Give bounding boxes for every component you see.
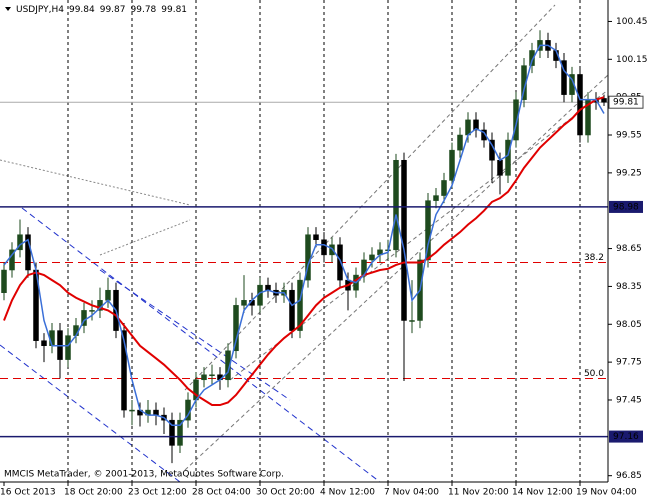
x-tick-label: 19 Nov 04:00 [576, 488, 637, 498]
y-tick-label: 98.05 [616, 320, 642, 330]
candle-body [433, 195, 439, 201]
candle-body [297, 279, 303, 331]
candle-body [473, 119, 479, 131]
y-tick-label: 98.35 [616, 282, 642, 292]
y-tick-label: 98.65 [616, 244, 642, 254]
candle-body [497, 159, 503, 176]
candle-body [369, 254, 375, 261]
candle-body [409, 320, 415, 322]
header-open: 99.84 [69, 5, 95, 15]
moving-average [3, 44, 605, 426]
candle-body [529, 50, 535, 66]
y-tick-label: 99.25 [616, 168, 642, 178]
candle-body [129, 409, 135, 412]
candle-body [177, 419, 183, 446]
x-tick-label: 16 Oct 2013 [0, 488, 56, 498]
trend-line [99, 219, 191, 256]
candle-body [153, 409, 159, 416]
level-label: 97.16 [613, 432, 639, 442]
y-tick-label: 100.15 [616, 55, 648, 65]
candle-body [89, 310, 95, 312]
candle-body [321, 239, 327, 256]
candle-body [425, 200, 431, 261]
candle-body [481, 129, 487, 141]
y-tick-label: 100.45 [616, 17, 648, 27]
candle-body [25, 234, 31, 271]
moving-average [3, 96, 605, 407]
y-tick-label: 97.75 [616, 358, 642, 368]
fib-label: 50.0 [584, 369, 604, 379]
candle-body [1, 269, 7, 293]
candle-body [17, 234, 23, 251]
plot-area [0, 0, 608, 482]
candle-body [577, 74, 583, 136]
x-tick-label: 28 Oct 04:00 [192, 488, 251, 498]
candle-body [337, 244, 343, 281]
last-price-label: 99.81 [613, 98, 639, 108]
candle-body [41, 340, 47, 346]
candle-body [457, 134, 463, 151]
x-tick-label: 23 Oct 12:00 [128, 488, 187, 498]
candle-body [513, 99, 519, 141]
y-tick-label: 96.85 [616, 471, 642, 481]
candle-body [65, 335, 71, 360]
candle-body [241, 300, 247, 306]
y-tick-label: 97.45 [616, 395, 642, 405]
channel-line [184, 74, 609, 471]
channel-line [0, 344, 181, 483]
candle-body [209, 374, 215, 376]
y-tick-label: 99.55 [616, 131, 642, 141]
chart-header: USDJPY,H4 99.84 99.87 99.78 99.81 [16, 5, 187, 15]
candle-body [9, 249, 15, 271]
candle-body [441, 180, 447, 196]
level-box [609, 430, 643, 443]
fib-label: 38.2 [584, 253, 604, 263]
candle-body [201, 374, 207, 381]
header-close: 99.81 [161, 5, 187, 15]
last-price-box [608, 95, 644, 109]
channel-line [99, 269, 291, 401]
x-tick-label: 14 Nov 12:00 [512, 488, 573, 498]
x-tick-label: 11 Nov 20:00 [448, 488, 509, 498]
header-low: 99.78 [131, 5, 157, 15]
x-tick-label: 7 Nov 04:00 [384, 488, 439, 498]
header-high: 99.87 [100, 5, 126, 15]
candle-body [121, 330, 127, 411]
candle-body [505, 139, 511, 176]
candle-body [601, 98, 607, 103]
menu-icon[interactable] [5, 7, 11, 11]
candle-body [233, 305, 239, 352]
x-tick-label: 18 Oct 20:00 [64, 488, 123, 498]
channel-line [184, 4, 556, 391]
candle-body [169, 419, 175, 446]
candle-body [313, 234, 319, 240]
level-box [609, 200, 643, 213]
level-label: 98.98 [613, 202, 639, 212]
footer: MMCIS MetaTrader, © 2001-2013, MetaQuote… [4, 470, 284, 480]
candle-body [393, 159, 399, 251]
candle-body [105, 289, 111, 301]
trend-line [0, 159, 191, 206]
x-tick-label: 30 Oct 20:00 [256, 488, 315, 498]
candle-body [289, 289, 295, 331]
candle-body [561, 60, 567, 95]
symbol: USDJPY,H4 [16, 5, 64, 15]
candle-body [81, 310, 87, 326]
candle-body [449, 149, 455, 181]
x-tick-label: 4 Nov 12:00 [320, 488, 375, 498]
